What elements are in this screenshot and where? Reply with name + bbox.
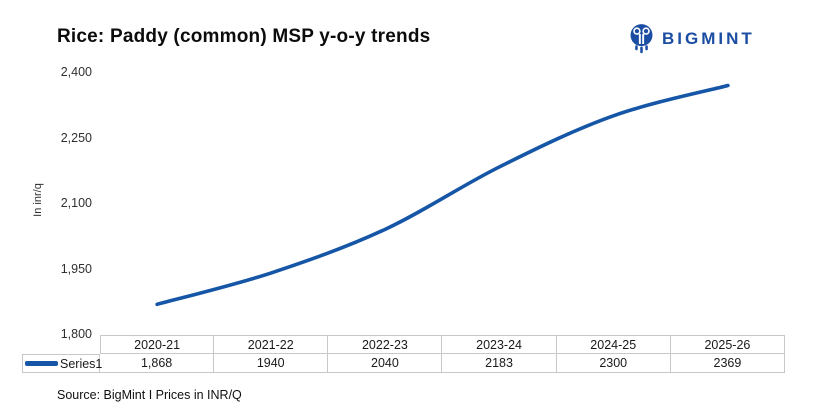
table-category-header: 2022-23 [328, 335, 443, 354]
series1-legend-label: Series1 [60, 356, 103, 371]
bigmint-logo-icon [630, 24, 653, 54]
bigmint-logo: BIGMINT [628, 22, 755, 55]
table-category-header: 2023-24 [442, 335, 557, 354]
table-category-header: 2021-22 [214, 335, 329, 354]
chart-title: Rice: Paddy (common) MSP y-o-y trends [57, 26, 431, 47]
table-value-cell: 2300 [556, 354, 671, 373]
series-legend-cell: Series1 [22, 354, 103, 373]
y-tick-label: 2,250 [60, 130, 92, 145]
table-value-cell: 2040 [328, 354, 443, 373]
y-tick-label: 2,100 [60, 196, 92, 210]
series1-line [155, 83, 730, 307]
table-value-cell: 2369 [670, 354, 785, 373]
y-tick-label: 2,400 [60, 65, 92, 79]
y-tick-label: 1,800 [60, 327, 92, 341]
table-corner-cell [22, 335, 100, 354]
y-tick-label: 1,950 [60, 261, 92, 276]
table-value-cell: 1,868 [100, 354, 215, 373]
table-category-header: 2024-25 [556, 335, 671, 354]
table-value-cell: 1940 [214, 354, 329, 373]
table-category-header: 2025-26 [670, 335, 785, 354]
source-note: Source: BigMint I Prices in INR/Q [57, 388, 242, 402]
table-value-cell: 2183 [442, 354, 557, 373]
table-category-header: 2020-21 [100, 335, 215, 354]
bigmint-logo-text: BIGMINT [662, 28, 755, 48]
series1-legend-swatch [25, 361, 58, 366]
chart-data-table: 2020-21 2021-22 2022-23 2023-24 2024-25 2025-… [22, 335, 785, 373]
